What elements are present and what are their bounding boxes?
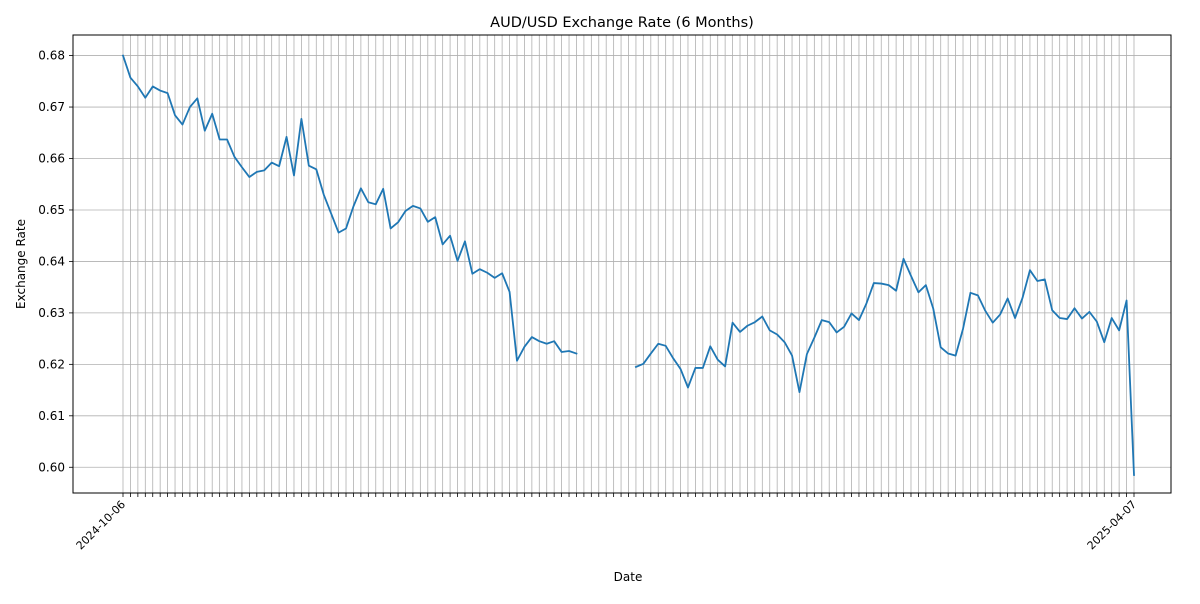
y-tick-label: 0.67 <box>38 100 65 114</box>
grid-layer <box>73 35 1171 493</box>
y-tick-label: 0.63 <box>38 306 65 320</box>
y-tick-label: 0.62 <box>38 357 65 371</box>
y-tick-label: 0.60 <box>38 460 65 474</box>
y-tick-label: 0.68 <box>38 49 65 63</box>
y-tick-label: 0.61 <box>38 409 65 423</box>
plot-frame <box>72 34 1172 494</box>
y-axis-label: Exchange Rate <box>14 219 28 309</box>
series-line <box>121 54 1135 476</box>
x-axis-label: Date <box>614 570 643 584</box>
series-layer <box>121 54 1135 476</box>
chart-title: AUD/USD Exchange Rate (6 Months) <box>490 15 754 31</box>
y-axis: 0.60 0.61 0.62 0.63 0.64 0.65 0.66 0.67 0.68 <box>38 49 73 474</box>
y-tick-label: 0.64 <box>38 254 65 268</box>
y-tick-label: 0.65 <box>38 203 65 217</box>
y-tick-label: 0.66 <box>38 152 65 166</box>
